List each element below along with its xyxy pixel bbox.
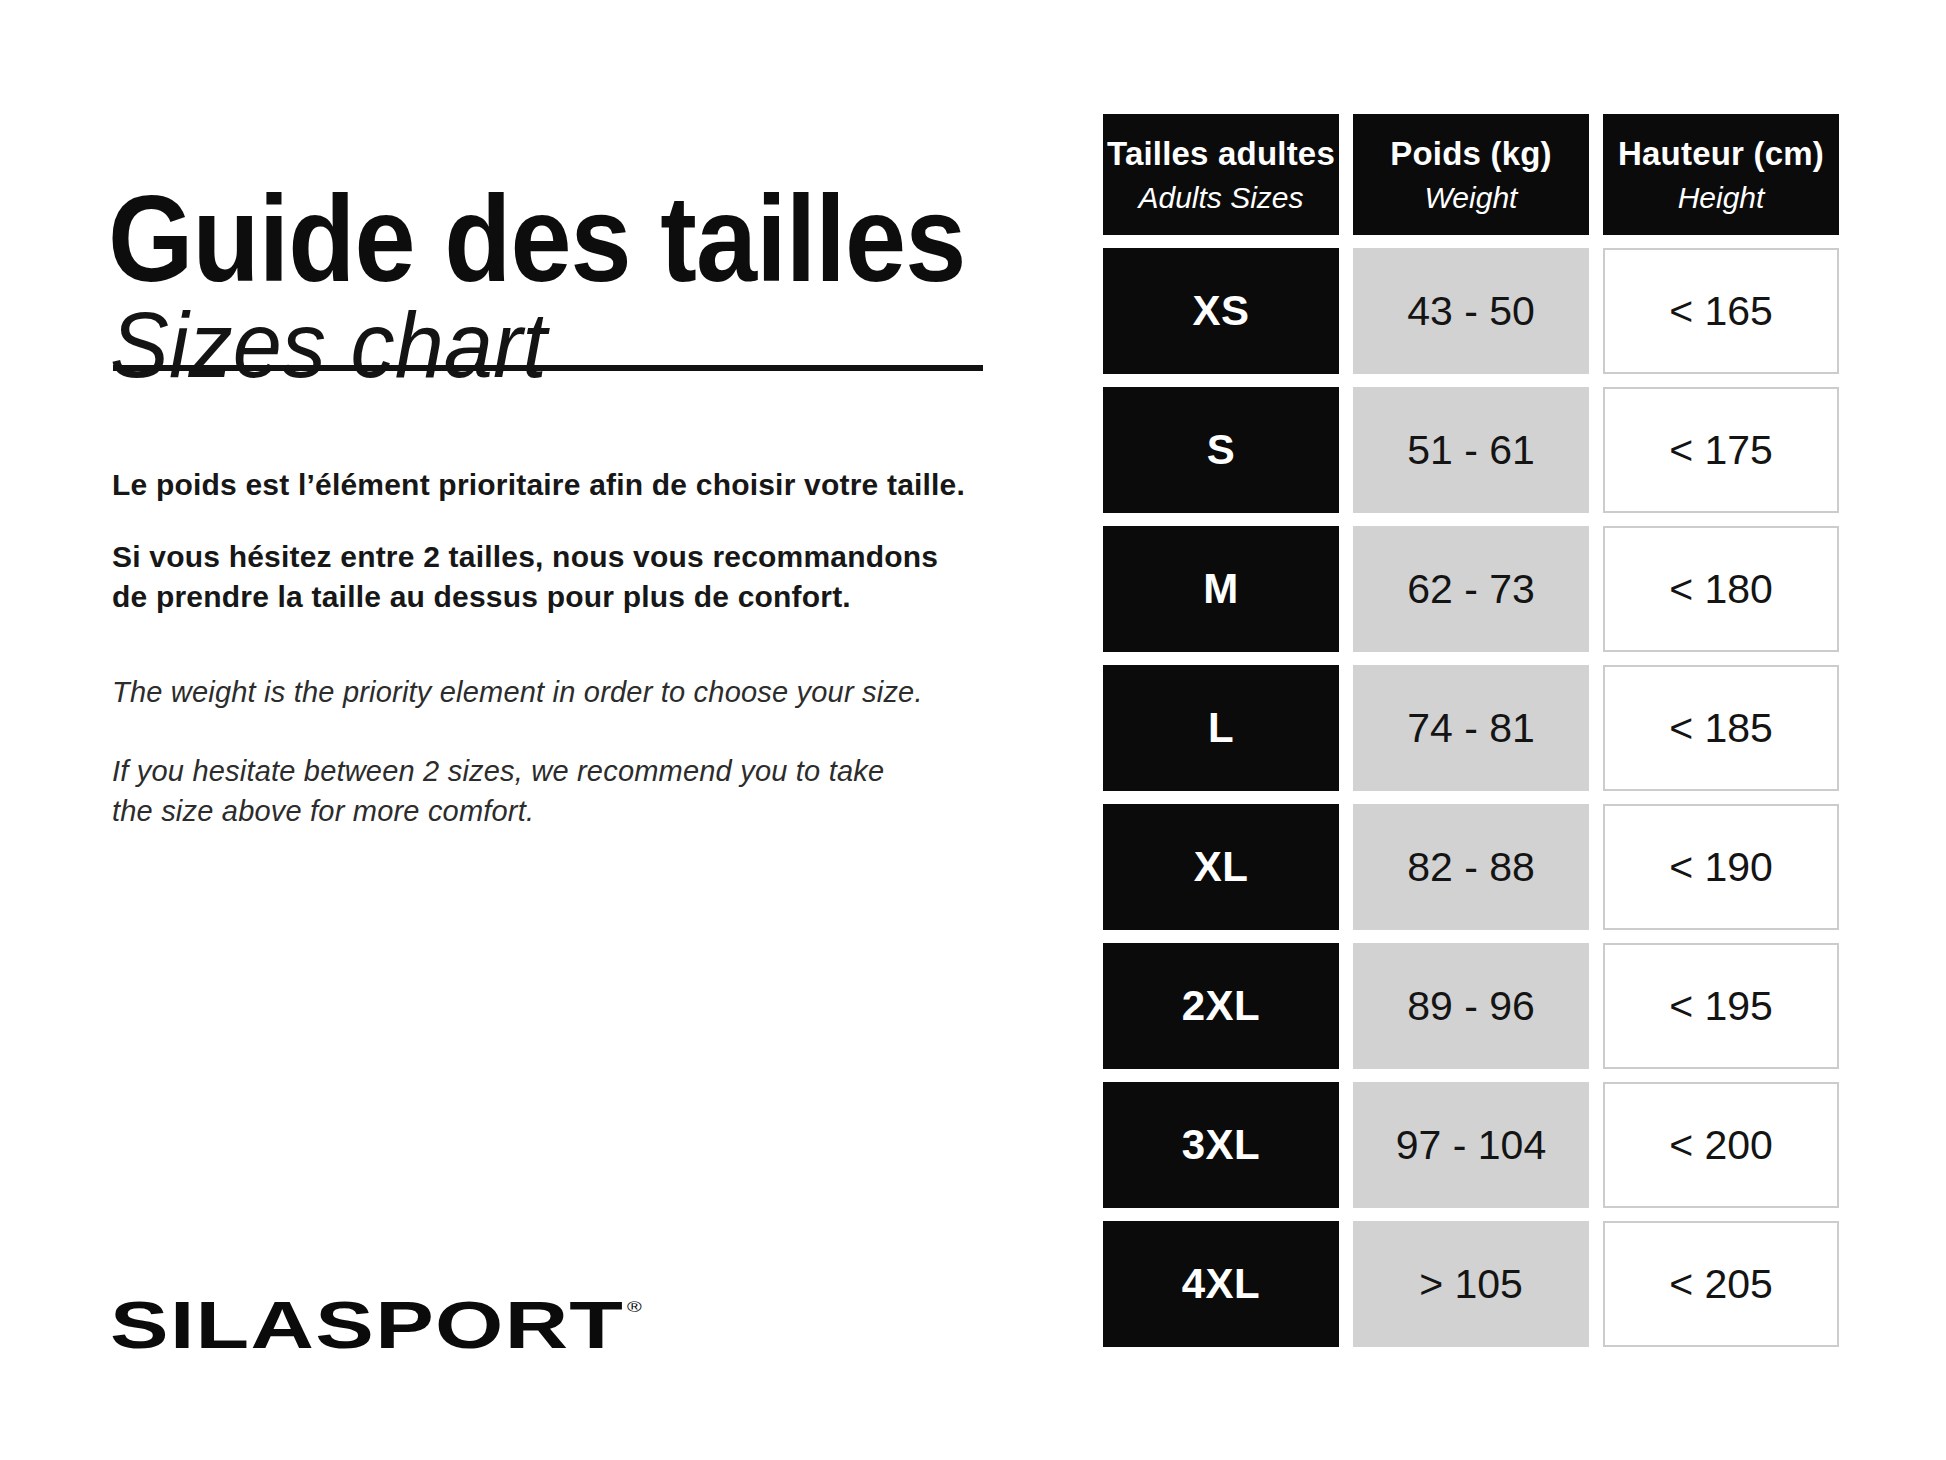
size-cell: 4XL [1103,1221,1339,1347]
text-line: Si vous hésitez entre 2 tailles, nous vo… [112,537,938,577]
header-label-fr: Poids (kg) [1390,135,1552,173]
size-cell: XL [1103,804,1339,930]
intro-text-en-weight: The weight is the priority element in or… [112,672,923,712]
height-cell: < 185 [1603,665,1839,791]
header-label-fr: Hauteur (cm) [1618,135,1824,173]
column-header-weight: Poids (kg) Weight [1353,114,1589,235]
header-label-en: Weight [1425,181,1518,215]
size-cell: M [1103,526,1339,652]
brand-logo-text: SILASPORT [110,1288,624,1362]
size-cell: XS [1103,248,1339,374]
height-cell: < 180 [1603,526,1839,652]
header-label-en: Height [1678,181,1765,215]
height-cell: < 205 [1603,1221,1839,1347]
weight-cell: 89 - 96 [1353,943,1589,1069]
column-header-height: Hauteur (cm) Height [1603,114,1839,235]
divider-rule [113,365,983,371]
height-cell: < 165 [1603,248,1839,374]
page-title-en: Sizes chart [110,299,547,391]
weight-cell: 74 - 81 [1353,665,1589,791]
size-cell: L [1103,665,1339,791]
intro-text-fr-hesitate: Si vous hésitez entre 2 tailles, nous vo… [112,537,938,617]
text-line: de prendre la taille au dessus pour plus… [112,577,938,617]
header-label-en: Adults Sizes [1138,181,1303,215]
weight-cell: > 105 [1353,1221,1589,1347]
height-cell: < 175 [1603,387,1839,513]
page-title-fr: Guide des tailles [108,178,965,300]
intro-text-en-hesitate: If you hesitate between 2 sizes, we reco… [112,751,884,831]
text-line: If you hesitate between 2 sizes, we reco… [112,751,884,791]
intro-text-fr-weight: Le poids est l’élément prioritaire afin … [112,465,965,505]
weight-cell: 82 - 88 [1353,804,1589,930]
brand-logo: SILASPORT® [110,1292,639,1358]
weight-cell: 43 - 50 [1353,248,1589,374]
height-cell: < 200 [1603,1082,1839,1208]
size-cell: S [1103,387,1339,513]
weight-cell: 97 - 104 [1353,1082,1589,1208]
height-cell: < 190 [1603,804,1839,930]
sizes-table: Tailles adultes Adults Sizes Poids (kg) … [1103,114,1839,1347]
size-cell: 3XL [1103,1082,1339,1208]
weight-cell: 62 - 73 [1353,526,1589,652]
weight-cell: 51 - 61 [1353,387,1589,513]
text-line: the size above for more comfort. [112,791,884,831]
header-label-fr: Tailles adultes [1107,135,1335,173]
column-header-adult-sizes: Tailles adultes Adults Sizes [1103,114,1339,235]
height-cell: < 195 [1603,943,1839,1069]
registered-mark: ® [627,1298,642,1315]
size-cell: 2XL [1103,943,1339,1069]
